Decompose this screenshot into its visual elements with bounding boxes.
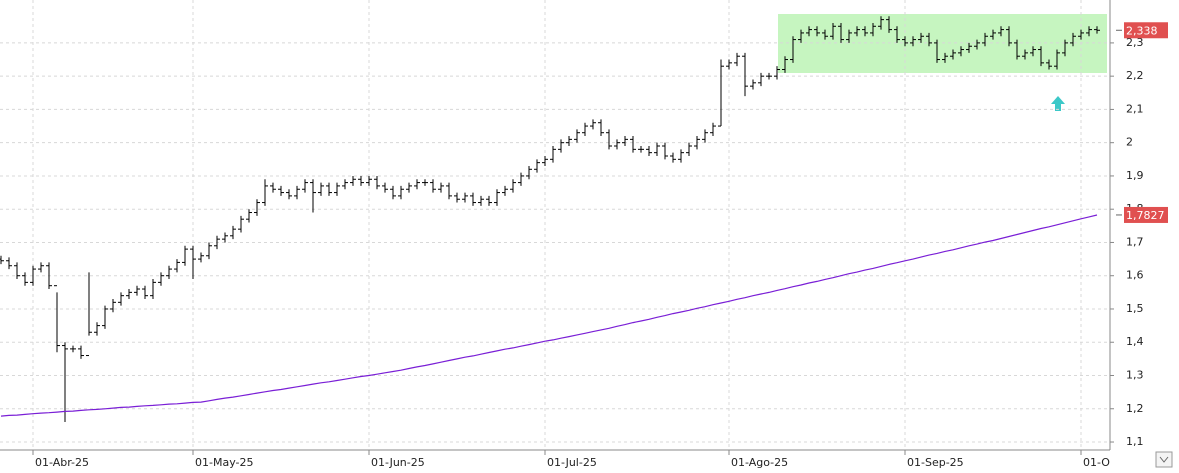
x-tick-label: 01-Abr-25	[35, 456, 89, 469]
y-tick-label: 2,2	[1126, 69, 1144, 82]
x-tick-label: 01-Sep-25	[907, 456, 964, 469]
y-tick-label: 1,6	[1126, 269, 1144, 282]
x-tick-label: 01-May-25	[195, 456, 253, 469]
last-value-box	[1124, 206, 1168, 223]
highlight-zone	[778, 14, 1107, 73]
scroll-button[interactable]	[1155, 451, 1173, 468]
y-tick-label: 2,1	[1126, 102, 1144, 115]
last-value-label: 1,7827	[1126, 209, 1165, 222]
scroll-icon	[1159, 456, 1169, 463]
y-tick-label: 2,3	[1126, 36, 1144, 49]
up-arrow-marker	[1051, 96, 1065, 111]
y-tick-label: 1,1	[1126, 435, 1144, 448]
moving-average-line	[0, 214, 1098, 417]
y-tick-label: 1,3	[1126, 368, 1144, 381]
x-tick-label: 01-Jun-25	[371, 456, 425, 469]
y-tick-label: 1,7	[1126, 235, 1144, 248]
x-tick-label: 01-Ago-25	[731, 456, 788, 469]
x-tick-label: 01-Jul-25	[547, 456, 597, 469]
y-tick-label: 2	[1126, 136, 1133, 149]
y-tick-label: 1,5	[1126, 302, 1144, 315]
x-tick-label: 01-O	[1083, 456, 1110, 469]
last-value-label: 2,338	[1126, 24, 1158, 37]
last-value-box	[1124, 22, 1168, 39]
y-tick-label: 1,9	[1126, 169, 1144, 182]
y-tick-label: 1,4	[1126, 335, 1144, 348]
y-tick-label: 1,2	[1126, 402, 1144, 415]
